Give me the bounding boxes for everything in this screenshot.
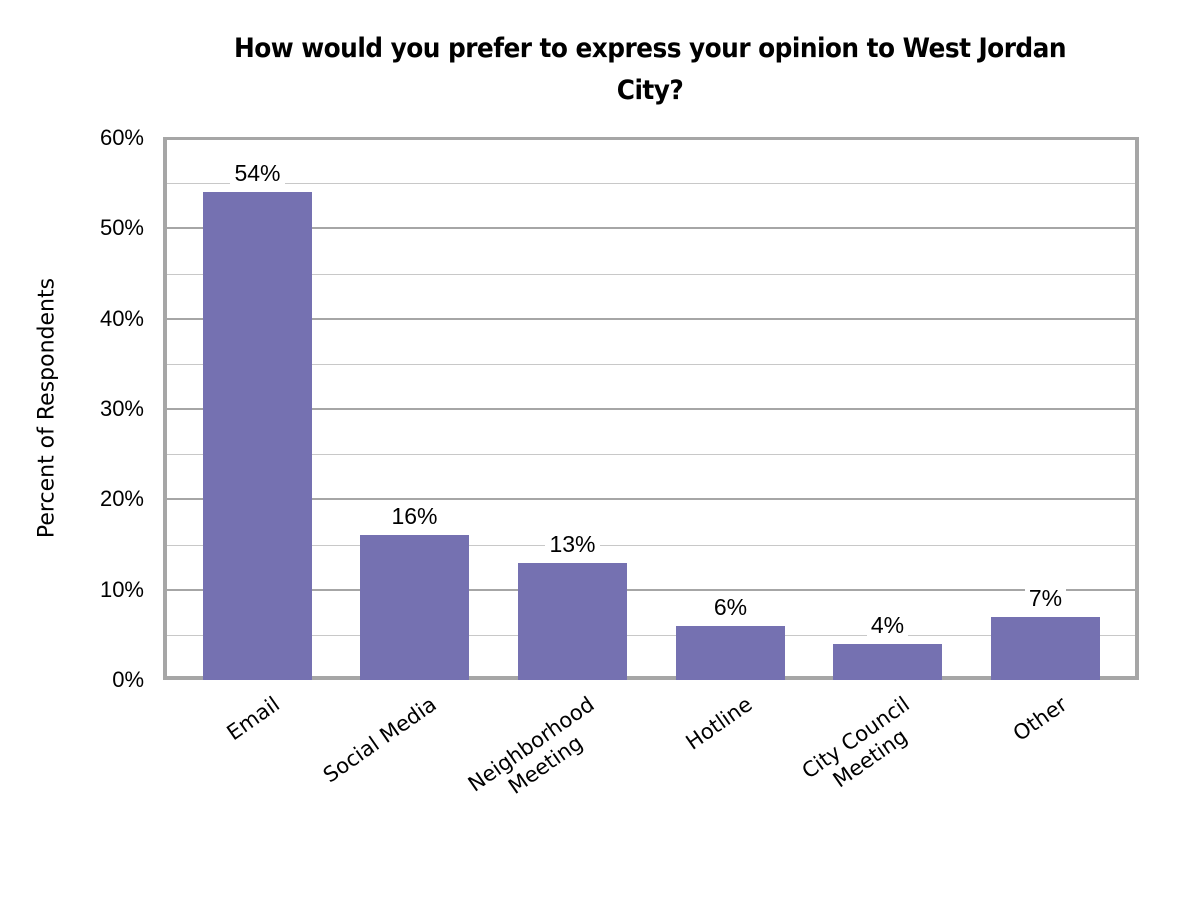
minor-gridline [163, 544, 1139, 546]
y-tick-label: 0% [112, 667, 144, 692]
x-tick-label: Neighborhood Meeting [463, 692, 599, 799]
major-gridline [163, 588, 1139, 591]
bar-social-media [360, 535, 469, 680]
bar-other [991, 616, 1100, 680]
bar-hotline [676, 625, 785, 680]
x-tick-label: Social Media [318, 692, 441, 788]
x-tick-label: Other [1008, 692, 1071, 746]
bar-city-council-meeting [833, 643, 942, 680]
plot-area [163, 137, 1139, 680]
y-tick-label: 50% [99, 215, 144, 241]
bar-neighborhood-meeting [518, 562, 627, 680]
minor-gridline [163, 273, 1139, 275]
bar-email [203, 192, 312, 680]
chart-title-line-2: City? [616, 75, 684, 106]
data-label: 54% [203, 160, 313, 187]
major-gridline [163, 227, 1139, 230]
data-label: 13% [518, 530, 628, 557]
y-tick-label: 20% [99, 486, 144, 512]
y-axis-label: Percent of Respondents [34, 277, 60, 539]
minor-gridline [163, 363, 1139, 365]
major-gridline [163, 498, 1139, 501]
data-label: 6% [676, 593, 786, 620]
x-tick-label: Email [222, 692, 284, 746]
major-gridline [163, 408, 1139, 410]
data-label: 16% [360, 503, 470, 530]
minor-gridline [163, 634, 1139, 636]
y-tick-label: 30% [99, 396, 144, 421]
chart-title: How would you prefer to express your opi… [144, 28, 1156, 112]
x-tick-label: City Council Meeting [797, 692, 914, 793]
y-tick-label: 40% [99, 305, 144, 331]
data-label: 7% [991, 584, 1101, 611]
x-tick-label: Hotline [681, 692, 757, 755]
y-tick-label: 10% [99, 576, 144, 602]
chart-title-line-1: How would you prefer to express your opi… [234, 33, 1066, 64]
y-tick-label: 60% [99, 125, 144, 150]
minor-gridline [163, 183, 1139, 185]
minor-gridline [163, 454, 1139, 456]
major-gridline [163, 317, 1139, 320]
data-label: 4% [833, 611, 943, 638]
